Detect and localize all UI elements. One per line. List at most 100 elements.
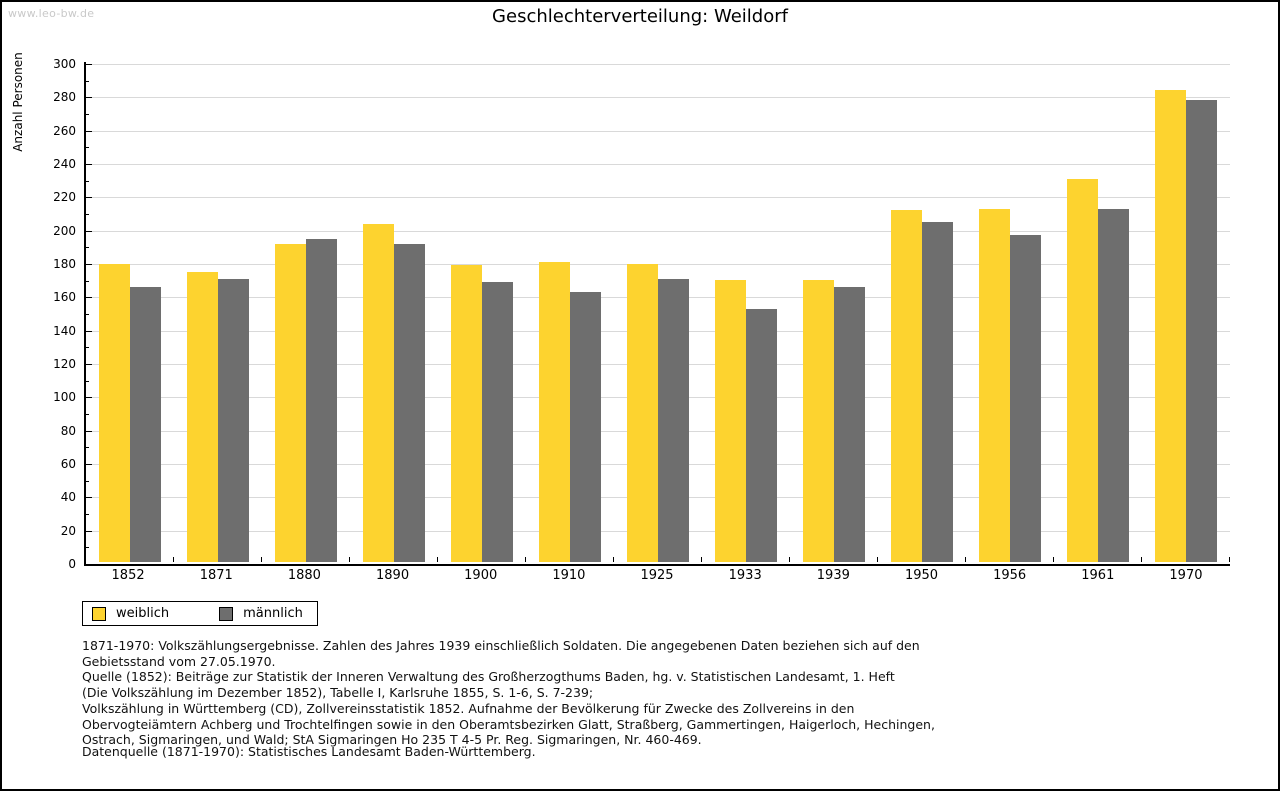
footnote-line-4: (Die Volkszählung im Dezember 1852), Tab… xyxy=(82,685,594,701)
y-tick-major-60 xyxy=(86,464,92,465)
x-axis-label-1950: 1950 xyxy=(904,568,939,583)
y-axis-label-180: 180 xyxy=(53,257,76,271)
bar-group-1956 xyxy=(966,62,1054,562)
legend-entry-weiblich: weiblich xyxy=(92,606,169,621)
legend-swatch-maennlich xyxy=(219,606,234,621)
y-axis-label-140: 140 xyxy=(53,323,76,338)
footnotes: 1871-1970: Volkszählungsergebnisse. Zahl… xyxy=(82,638,935,748)
bar-männlich-1871 xyxy=(218,278,249,562)
bar-group-1900 xyxy=(438,62,526,562)
x-axis-label-1900: 1900 xyxy=(464,568,498,583)
y-tick-minor-210 xyxy=(86,214,89,215)
y-axis-label-60: 60 xyxy=(60,457,76,471)
x-tick-6 xyxy=(613,557,614,562)
bar-weiblich-1939 xyxy=(803,280,834,562)
x-tick-1 xyxy=(172,557,174,562)
x-tick-2 xyxy=(260,557,262,562)
x-tick-10 xyxy=(965,557,966,562)
bar-männlich-1900 xyxy=(482,282,513,562)
watermark: www.leo-bw.de xyxy=(8,7,95,20)
y-tick-minor-30 xyxy=(86,514,89,515)
y-axis-label-260: 260 xyxy=(53,123,76,138)
x-tick-11 xyxy=(1053,557,1054,562)
legend-entry-maennlich: männlich xyxy=(219,606,303,621)
bar-weiblich-1970 xyxy=(1155,90,1186,562)
x-tick-4 xyxy=(436,557,438,562)
y-tick-minor-270 xyxy=(86,114,89,115)
x-tick-3 xyxy=(349,557,350,562)
bar-männlich-1939 xyxy=(834,287,865,562)
y-tick-major-260 xyxy=(86,130,92,132)
y-axis-label-120: 120 xyxy=(53,357,76,371)
footnote-line-5: Volkszählung in Württemberg (CD), Zollve… xyxy=(82,700,855,716)
y-tick-major-160 xyxy=(86,297,92,299)
legend: weiblich männlich xyxy=(82,601,318,626)
bar-männlich-1961 xyxy=(1098,208,1129,562)
x-tick-12 xyxy=(1141,557,1142,562)
y-tick-minor-90 xyxy=(86,414,89,415)
bar-männlich-1950 xyxy=(922,222,953,562)
x-axis-label-1933: 1933 xyxy=(728,568,762,583)
y-tick-minor-150 xyxy=(86,314,89,315)
x-axis-label-1956: 1956 xyxy=(993,568,1027,583)
gridline-240 xyxy=(86,164,1230,165)
bar-männlich-1852 xyxy=(130,287,161,562)
bars-layer xyxy=(86,62,1230,562)
gridline-260 xyxy=(86,130,1230,132)
y-axis-label-220: 220 xyxy=(53,190,76,205)
bar-männlich-1933 xyxy=(746,308,777,562)
y-tick-minor-190 xyxy=(86,247,89,249)
bar-group-1910 xyxy=(526,62,614,562)
legend-label-weiblich: weiblich xyxy=(116,606,170,621)
y-tick-minor-70 xyxy=(86,447,89,449)
gridline-280 xyxy=(86,97,1230,99)
bar-weiblich-1880 xyxy=(275,243,306,562)
bar-weiblich-1852 xyxy=(99,263,130,562)
bar-weiblich-1890 xyxy=(363,223,394,562)
bar-weiblich-1933 xyxy=(715,280,746,562)
x-axis-label-1871: 1871 xyxy=(199,568,233,583)
y-axis-label-280: 280 xyxy=(53,90,76,105)
bar-weiblich-1871 xyxy=(187,272,218,562)
page-title: Geschlechterverteilung: Weildorf xyxy=(492,6,788,27)
x-tick-7 xyxy=(700,557,702,562)
y-axis-label-100: 100 xyxy=(53,390,76,405)
bar-group-1852 xyxy=(86,62,174,562)
y-tick-major-20 xyxy=(86,530,92,532)
x-axis-label-1961: 1961 xyxy=(1081,568,1115,583)
bar-weiblich-1950 xyxy=(891,210,922,562)
y-tick-minor-250 xyxy=(86,147,89,149)
y-axis-label-160: 160 xyxy=(53,290,76,305)
y-tick-minor-230 xyxy=(86,180,89,182)
bar-weiblich-1961 xyxy=(1067,178,1098,562)
gridline-180 xyxy=(86,264,1230,265)
x-axis-labels: 1852 1871 1880 1890 1900 1910 1925 1933 1939 1950… xyxy=(84,568,1230,583)
footnote-line-1: 1871-1970: Volkszählungsergebnisse. Zahl… xyxy=(82,638,920,653)
bar-group-1939 xyxy=(790,62,878,562)
bar-weiblich-1925 xyxy=(627,263,658,562)
bar-männlich-1910 xyxy=(570,292,601,562)
gridline-220 xyxy=(86,197,1230,199)
y-tick-major-180 xyxy=(86,264,92,265)
plot-area xyxy=(84,62,1230,566)
x-tick-13 xyxy=(1229,557,1230,562)
x-axis-label-1970: 1970 xyxy=(1169,568,1203,583)
bar-group-1871 xyxy=(174,62,262,562)
y-tick-minor-170 xyxy=(86,280,89,282)
x-tick-5 xyxy=(525,557,526,562)
y-tick-major-280 xyxy=(86,97,92,99)
y-tick-minor-10 xyxy=(86,547,89,549)
bar-group-1925 xyxy=(614,62,702,562)
legend-label-maennlich: männlich xyxy=(243,606,303,621)
y-axis-label-80: 80 xyxy=(60,423,76,438)
bar-weiblich-1900 xyxy=(451,265,482,562)
x-axis-label-1910: 1910 xyxy=(552,568,586,583)
y-axis-label-40: 40 xyxy=(60,490,76,505)
y-tick-major-300 xyxy=(86,64,92,65)
bar-group-1880 xyxy=(262,62,350,562)
x-axis-label-1925: 1925 xyxy=(640,568,674,583)
footnote-line-2: Gebietsstand vom 27.05.1970. xyxy=(82,653,276,669)
y-tick-minor-290 xyxy=(86,80,89,82)
bar-männlich-1925 xyxy=(658,278,689,562)
